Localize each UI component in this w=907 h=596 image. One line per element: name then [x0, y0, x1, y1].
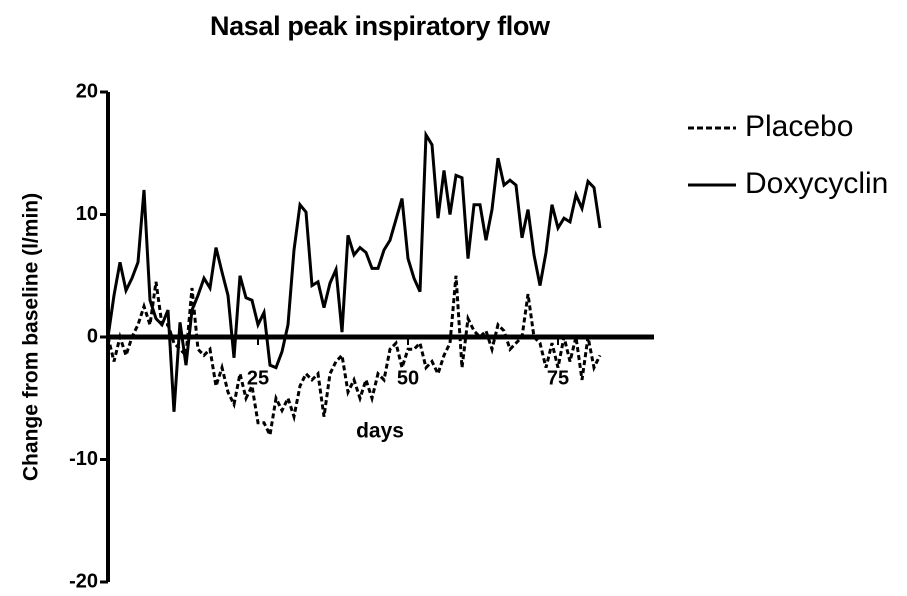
chart-title: Nasal peak inspiratory flow [210, 11, 551, 41]
y-tick-label: -20 [69, 570, 98, 592]
y-tick-label: 20 [76, 80, 98, 102]
y-axis-label: Change from baseline (l/min) [20, 193, 43, 481]
y-tick-label: 10 [76, 203, 98, 225]
x-tick-label: 25 [247, 367, 269, 389]
data-line [106, 129, 602, 412]
legend-label: Placebo [745, 110, 853, 143]
x-tick-label: 75 [547, 367, 569, 389]
y-tick-label: 0 [87, 325, 98, 347]
x-axis-label: days [356, 420, 404, 443]
y-tick-label: -10 [69, 448, 98, 470]
data-line [106, 275, 602, 440]
x-tick-label: 50 [397, 367, 419, 389]
legend-label: Doxycyclin [745, 167, 888, 200]
